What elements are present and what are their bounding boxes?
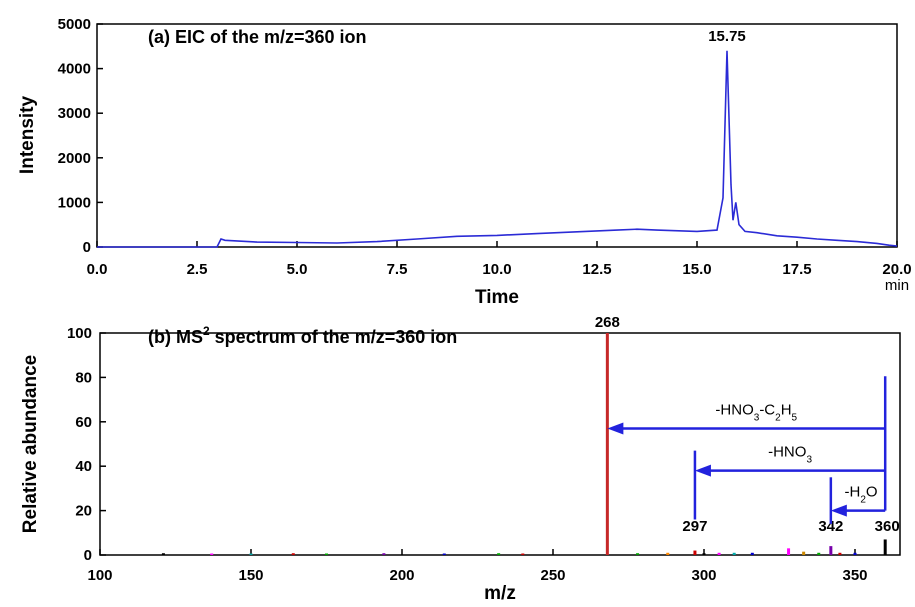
panel-b-peak-137 (210, 553, 214, 555)
panel-b-peak-360 (883, 539, 887, 555)
panel-b-loss-label: -HNO3-C2H5 (715, 401, 797, 423)
panel-b-peak-345 (838, 552, 842, 555)
panel-b-peak-305 (717, 552, 721, 555)
panel-a-y-tick-label: 0 (83, 239, 91, 256)
panel-b-peak-297 (693, 550, 697, 555)
panel-b-peak-232 (497, 553, 501, 555)
panel-a-x-tick-label: 12.5 (582, 261, 611, 278)
panel-b-loss-arrows: -HNO3-C2H5-HNO3-H2O (607, 376, 887, 524)
loss-label-mid: -C (759, 401, 775, 418)
panel-b-x-tick-label: 200 (389, 567, 414, 584)
panel-b-title-main: (b) MS (148, 327, 203, 347)
panel-b-x-axis-title: m/z (484, 583, 516, 604)
panel-a-y-axis-title: Intensity (17, 96, 38, 175)
panel-a-x-ticks: 0.0 2.5 5.0 7.5 10.0 12.5 15.0 17.5 20.0 (87, 241, 912, 278)
panel-b-peak-121 (161, 553, 165, 555)
panel-b-y-tick-label: 20 (75, 503, 92, 520)
panel-b-peak-240 (521, 553, 525, 555)
panel-a-y-tick-label: 4000 (58, 61, 91, 78)
panel-a-x-tick-label: 5.0 (287, 261, 308, 278)
panel-a-eic-line (97, 50, 898, 248)
panel-b-x-tick-label: 150 (238, 567, 263, 584)
loss-label-sub: 2 (860, 494, 866, 505)
loss-label-main: -H (844, 484, 860, 501)
panel-b-peak-350 (853, 552, 857, 555)
loss-label-sub: 5 (792, 412, 798, 423)
panel-b-x-ticks: 100 150 200 250 300 350 (87, 549, 868, 584)
panel-b-loss-arrow-3: -H2O (829, 477, 886, 524)
panel-b-loss-label: -H2O (844, 484, 877, 506)
loss-label-sub: 3 (754, 412, 760, 423)
panel-b-y-tick-label: 80 (75, 369, 92, 386)
panel-b-peak-333 (802, 551, 806, 555)
panel-b-peak-label-268: 268 (595, 314, 620, 331)
panel-b-loss-arrow-2: -HNO3 (693, 444, 886, 520)
panel-b-loss-arrow-head (694, 464, 711, 477)
panel-b-peak-164 (291, 553, 295, 555)
panel-b-peak-316 (750, 552, 754, 555)
panel-a-title: (a) EIC of the m/z=360 ion (148, 27, 367, 47)
panel-b-x-tick-label: 350 (842, 567, 867, 584)
panel-b-peak-288 (666, 552, 670, 555)
panel-b-peak-328 (787, 548, 791, 555)
loss-label-main: -HNO (768, 444, 806, 461)
panel-b-peak-342 (829, 546, 833, 555)
panel-b-title: (b) MS2 spectrum of the m/z=360 ion (148, 324, 457, 347)
panel-b-peak-310 (732, 552, 736, 555)
panel-b-peak-338 (817, 552, 821, 555)
panel-b-peak-300 (702, 553, 706, 555)
panel-b-x-tick-label: 300 (691, 567, 716, 584)
panel-a-y-tick-label: 5000 (58, 16, 91, 33)
panel-b-peak-214 (442, 553, 446, 555)
loss-label-main: -HNO (715, 401, 753, 418)
panel-b-y-tick-label: 0 (84, 547, 92, 564)
loss-label-sub: 2 (775, 412, 781, 423)
panel-b-y-tick-label: 60 (75, 414, 92, 431)
panel-a-y-ticks: 0 1000 2000 3000 4000 5000 (58, 16, 103, 256)
panel-b-loss-arrow-head (607, 422, 624, 435)
panel-b-y-ticks: 0 20 40 60 80 100 (67, 325, 106, 564)
panel-a-x-tick-label: 0.0 (87, 261, 108, 278)
panel-a-x-tick-label: 7.5 (387, 261, 408, 278)
panel-b-x-tick-label: 100 (87, 567, 112, 584)
panel-a-x-unit: min (885, 277, 909, 294)
panel-a-y-tick-label: 1000 (58, 194, 91, 211)
panel-b-y-tick-label: 100 (67, 325, 92, 342)
panel-a-x-tick-label: 20.0 (882, 261, 911, 278)
panel-a-x-tick-label: 17.5 (782, 261, 811, 278)
panel-b-x-tick-label: 250 (540, 567, 565, 584)
panel-a-eic-chart: 0 1000 2000 3000 4000 5000 0.0 2.5 5.0 7.5 10.0 12… (17, 16, 912, 308)
panel-b-peak-175 (325, 553, 328, 555)
panel-b-peak-268 (605, 333, 609, 555)
panel-a-y-tick-label: 3000 (58, 105, 91, 122)
panel-a-x-tick-label: 10.0 (482, 261, 511, 278)
panel-b-peak-label-342: 342 (818, 518, 843, 535)
loss-label-tail: O (866, 484, 878, 501)
panel-b-loss-arrow-1: -HNO3-C2H5 (607, 401, 886, 435)
panel-b-title-rest: spectrum of the m/z=360 ion (210, 327, 458, 347)
loss-label-tail: H (781, 401, 792, 418)
panel-b-ms2-chart: 0 20 40 60 80 100 100 150 200 250 300 350 268 297 34… (20, 314, 901, 604)
panel-b-peak-label-297: 297 (682, 518, 707, 535)
panel-b-peak-label-360: 360 (875, 518, 900, 535)
panel-b-title-sup: 2 (203, 324, 210, 338)
panel-a-x-axis-title: Time (475, 287, 519, 308)
panel-b-peaks: 268 297 342 360 (161, 314, 900, 555)
panel-b-peak-278 (636, 553, 640, 555)
panel-b-peak-194 (382, 553, 386, 555)
panel-a-x-tick-label: 15.0 (682, 261, 711, 278)
panel-b-y-axis-title: Relative abundance (20, 355, 41, 533)
panel-b-peak-150 (249, 553, 253, 555)
panel-a-plot-frame (96, 23, 898, 248)
panel-a-peak-label: 15.75 (708, 28, 746, 45)
loss-label-sub: 3 (806, 454, 812, 465)
panel-b-loss-label: -HNO3 (768, 444, 812, 466)
panel-b-loss-arrow-head (830, 504, 847, 517)
panel-b-y-tick-label: 40 (75, 458, 92, 475)
panel-a-y-tick-label: 2000 (58, 150, 91, 167)
panel-a-x-tick-label: 2.5 (187, 261, 208, 278)
